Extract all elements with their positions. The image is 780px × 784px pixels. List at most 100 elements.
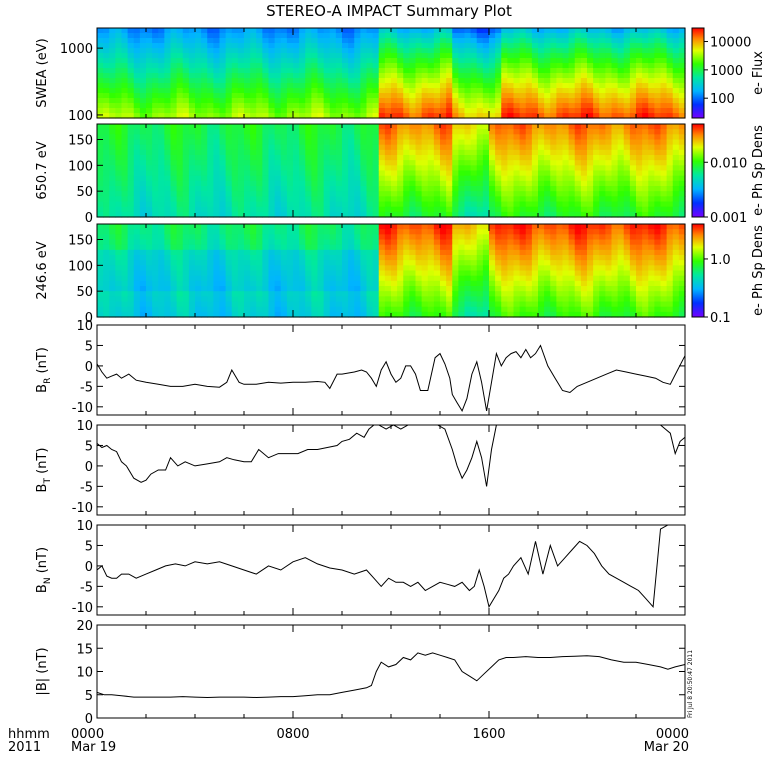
pad650-cell	[661, 196, 668, 202]
pad650-cell	[403, 176, 410, 182]
swea-cell	[177, 38, 184, 44]
pad246-cell	[287, 286, 294, 292]
pad246-cell	[501, 281, 508, 287]
pad246-cell	[232, 245, 239, 251]
pad650-cell	[220, 145, 227, 151]
swea-cell	[348, 28, 355, 34]
pad246-cell	[501, 255, 508, 261]
swea-cell	[618, 28, 625, 34]
swea-cell	[305, 58, 312, 64]
pad650-cell	[648, 171, 655, 177]
swea-cell	[440, 58, 447, 64]
pad650-cell	[569, 207, 576, 213]
swea-cell	[569, 43, 576, 49]
pad246-cell	[434, 229, 441, 235]
pad650-cell	[109, 202, 116, 208]
swea-cell	[526, 73, 533, 79]
swea-cell	[256, 88, 263, 94]
swea-cell	[403, 38, 410, 44]
swea-cell	[391, 38, 398, 44]
pad650-cell	[409, 186, 416, 192]
pad246-cell	[299, 281, 306, 287]
swea-cell	[648, 103, 655, 109]
pad246-cell	[465, 302, 472, 308]
pad246-cell	[293, 250, 300, 256]
pad650-cell	[281, 191, 288, 197]
pad246-cell	[342, 255, 349, 261]
swea-cell	[422, 88, 429, 94]
pad650-cell	[164, 124, 171, 130]
pad650-cell	[618, 186, 625, 192]
swea-cell	[538, 68, 545, 74]
swea-cell	[556, 103, 563, 109]
pad246-cell	[183, 245, 190, 251]
pad246-cell	[556, 245, 563, 251]
pad246-cell	[140, 260, 147, 266]
pad650-cell	[275, 134, 282, 140]
pad650-cell	[409, 124, 416, 130]
pad246-cell	[213, 307, 220, 313]
swea-cell	[544, 93, 551, 99]
pad650-cell	[575, 196, 582, 202]
pad650-cell	[158, 176, 165, 182]
pad246-cell	[373, 281, 380, 287]
swea-cell	[360, 43, 367, 49]
swea-cell	[667, 58, 674, 64]
swea-cell	[305, 83, 312, 89]
swea-cell	[648, 48, 655, 54]
pad246-cell	[256, 265, 263, 271]
pad650-cell	[140, 202, 147, 208]
pad650-cell	[226, 186, 233, 192]
swea-cell	[256, 38, 263, 44]
pad246-cell	[440, 255, 447, 261]
pad650-cell	[379, 124, 386, 130]
pad650-cell	[189, 129, 196, 135]
pad650-cell	[532, 140, 539, 146]
pad650-cell	[305, 165, 312, 171]
pad246-cell	[422, 291, 429, 297]
swea-cell	[416, 43, 423, 49]
pad246-cell	[550, 276, 557, 282]
swea-cell	[299, 63, 306, 69]
pad246-cell	[416, 260, 423, 266]
pad650-cell	[422, 191, 429, 197]
pad246-cell	[250, 296, 257, 302]
swea-cell	[446, 68, 453, 74]
pad650-cell	[201, 176, 208, 182]
pad246-cell	[232, 224, 239, 230]
swea-cell	[673, 88, 680, 94]
pad650-cell	[195, 171, 202, 177]
swea-cell	[360, 48, 367, 54]
swea-cell	[140, 73, 147, 79]
swea-cell	[305, 68, 312, 74]
pad246-cell	[422, 276, 429, 282]
pad246-cell	[250, 255, 257, 261]
swea-cell	[232, 78, 239, 84]
pad246-cell	[422, 224, 429, 230]
pad650-cell	[434, 202, 441, 208]
pad246-cell	[544, 250, 551, 256]
pad650-cell	[514, 196, 521, 202]
swea-cell	[624, 63, 631, 69]
pad246-cell	[550, 255, 557, 261]
pad246-cell	[103, 276, 110, 282]
swea-cell	[673, 73, 680, 79]
pad650-cell	[269, 186, 276, 192]
swea-cell	[477, 68, 484, 74]
pad246-cell	[391, 302, 398, 308]
pad246-cell	[391, 276, 398, 282]
pad650-cell	[336, 171, 343, 177]
pad246-cell	[587, 265, 594, 271]
pad650-cell	[103, 207, 110, 213]
pad246-cell	[134, 302, 141, 308]
pad650-cell	[318, 140, 325, 146]
swea-cell	[379, 28, 386, 34]
pad246-cell	[97, 291, 104, 297]
swea-cell	[581, 33, 588, 39]
swea-cell	[514, 73, 521, 79]
swea-cell	[103, 53, 110, 59]
pad246-cell	[122, 291, 129, 297]
pad246-cell	[379, 291, 386, 297]
pad650-cell	[654, 160, 661, 166]
pad246-cell	[262, 245, 269, 251]
